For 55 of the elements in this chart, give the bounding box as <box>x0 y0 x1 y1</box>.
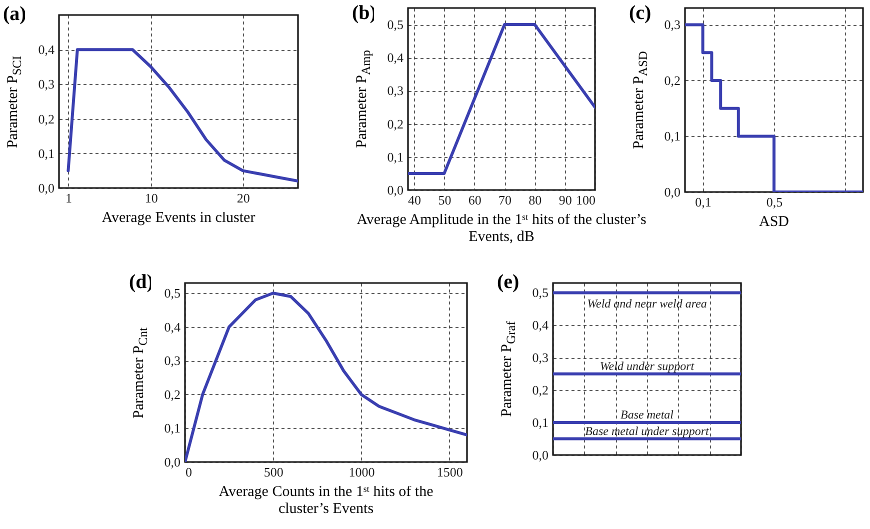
y-tick-label: 0,0 <box>387 182 404 198</box>
series-label: Base metal under support <box>585 424 710 438</box>
x-tick-label: 1 <box>65 190 72 206</box>
x-tick-label: 90 <box>558 192 572 208</box>
y-tick-label: 0,3 <box>664 17 680 32</box>
chart-title: (c) <box>629 2 652 25</box>
y-tick-label: 0,2 <box>38 111 54 126</box>
y-tick-label: 0,1 <box>164 420 180 436</box>
y-tick-label: 0,0 <box>664 184 680 200</box>
y-tick-label: 0,1 <box>38 146 54 161</box>
x-tick-label: 1000 <box>348 464 375 480</box>
x-tick-label: 100 <box>576 192 596 208</box>
y-tick-label: 0,5 <box>387 17 404 32</box>
y-tick-label: 0,4 <box>38 42 55 58</box>
chart-title: (a) <box>3 3 26 26</box>
x-tick-label: 50 <box>438 192 452 208</box>
y-tick-label: 0,3 <box>164 353 180 368</box>
x-tick-label: 20 <box>236 190 250 206</box>
x-tick-label: 10 <box>144 190 158 206</box>
y-tick-label: 0,3 <box>38 76 54 92</box>
x-axis-title: ASD <box>758 214 790 232</box>
x-tick-label: 40 <box>408 192 422 208</box>
x-tick-label: 0,5 <box>766 194 783 210</box>
series-label: Base metal <box>620 408 674 422</box>
y-tick-label: 0,2 <box>664 72 680 88</box>
y-tick-label: 0,1 <box>387 149 404 164</box>
x-axis-title: Average Events in cluster <box>100 210 256 228</box>
y-tick-label: 0,4 <box>532 318 549 333</box>
y-tick-label: 0,0 <box>38 180 54 196</box>
x-axis-title: Average Counts in the 1ˢᵗ hits of the cluster’s Events <box>218 484 434 518</box>
y-tick-label: 0,3 <box>387 83 404 98</box>
y-tick-label: 0,5 <box>164 286 180 301</box>
x-tick-label: 0,1 <box>695 194 712 210</box>
series-label: Weld under support <box>600 358 695 373</box>
chart-title: (e) <box>497 271 520 294</box>
x-axis-title: Average Amplitude in the 1ˢᵗ hits of the cluster’s Events, dB <box>356 212 648 246</box>
line-series <box>66 48 298 183</box>
series-label: Weld and near weld area <box>587 296 707 311</box>
y-tick-label: 0,2 <box>387 116 404 132</box>
x-tick-label: 80 <box>528 192 542 208</box>
y-tick-label: 0,5 <box>532 285 548 300</box>
y-tick-label: 0,0 <box>532 448 548 462</box>
y-tick-label: 0,1 <box>532 415 548 430</box>
y-tick-label: 0,1 <box>664 128 680 144</box>
x-tick-label: 60 <box>468 192 482 208</box>
x-tick-label: 500 <box>264 464 284 480</box>
x-tick-label: 0 <box>186 464 192 480</box>
x-tick-label: 1500 <box>436 464 463 480</box>
y-tick-label: 0,4 <box>164 319 181 334</box>
y-tick-label: 0,2 <box>532 382 548 398</box>
y-tick-label: 0,2 <box>164 386 180 402</box>
x-tick-label: 70 <box>498 192 512 208</box>
y-tick-label: 0,3 <box>532 350 548 366</box>
y-tick-label: 0,4 <box>387 50 404 66</box>
y-tick-label: 0,0 <box>164 454 180 470</box>
